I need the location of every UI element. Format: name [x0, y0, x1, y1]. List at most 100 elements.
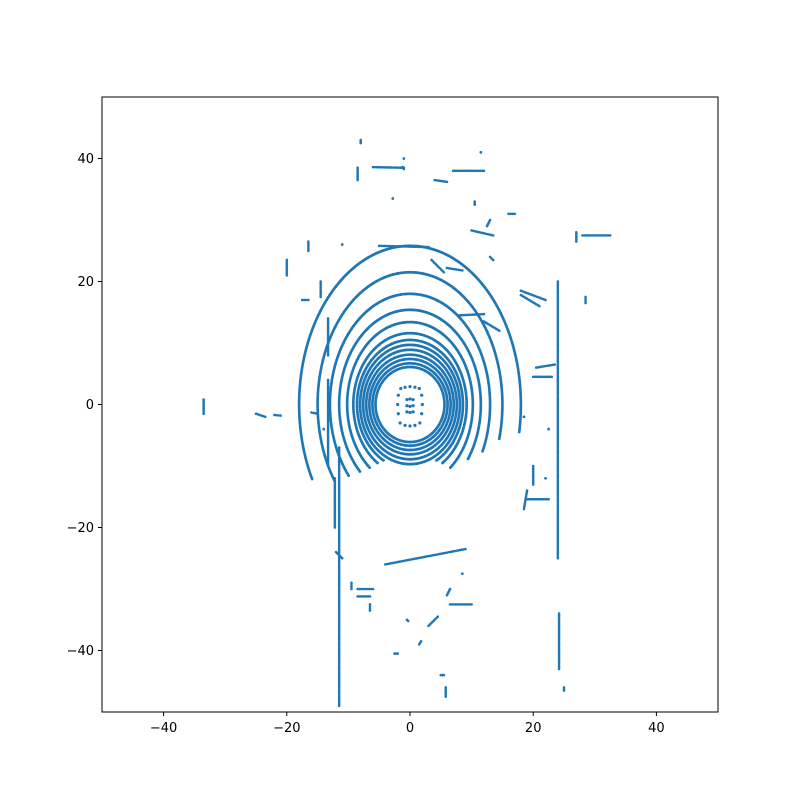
- scatter-point: [541, 497, 545, 501]
- scatter-point: [557, 614, 561, 617]
- scatter-point: [337, 451, 341, 455]
- scatter-point: [388, 244, 392, 248]
- scatter-point: [326, 422, 330, 426]
- scatter-point: [396, 412, 400, 416]
- scatter-point: [337, 684, 341, 687]
- scatter-point: [326, 420, 330, 424]
- scatter-point: [445, 266, 449, 270]
- scatter-point: [326, 328, 330, 331]
- scatter-point: [384, 166, 388, 169]
- scatter-point: [337, 675, 341, 678]
- scatter-point: [326, 335, 330, 339]
- scatter-point: [608, 234, 612, 237]
- scatter-point: [531, 483, 535, 486]
- scatter-point: [326, 354, 330, 357]
- scatter-point: [337, 693, 341, 697]
- scatter-point: [544, 298, 547, 302]
- scatter-point: [556, 405, 560, 409]
- scatter-point: [337, 544, 341, 547]
- scatter-point: [556, 313, 560, 317]
- scatter-point: [333, 522, 337, 526]
- scatter-point: [557, 662, 561, 665]
- scatter-point: [548, 375, 552, 379]
- scatter-point: [333, 498, 337, 502]
- scatter-point: [457, 169, 460, 173]
- scatter-point: [337, 462, 341, 466]
- scatter-point: [337, 627, 341, 630]
- scatter-point: [511, 212, 514, 216]
- scatter-point: [326, 428, 330, 431]
- scatter-point: [491, 258, 495, 262]
- scatter-point: [557, 649, 561, 652]
- scatter-point: [556, 444, 560, 448]
- scatter-point: [387, 244, 390, 248]
- scatter-point: [556, 381, 560, 385]
- scatter-point: [402, 167, 406, 171]
- scatter-point: [337, 457, 341, 460]
- scatter-point: [365, 587, 369, 591]
- scatter-point: [448, 603, 452, 606]
- scatter-point: [337, 649, 341, 652]
- scatter-point: [333, 504, 337, 507]
- scatter-point: [337, 689, 341, 693]
- scatter-point: [326, 461, 330, 464]
- scatter-point: [453, 169, 457, 173]
- scatter-point: [337, 641, 341, 645]
- scatter-point: [413, 385, 417, 389]
- scatter-point: [557, 645, 561, 649]
- scatter-point: [326, 431, 330, 435]
- scatter-point: [556, 304, 560, 307]
- scatter-point: [403, 423, 407, 428]
- scatter-point: [557, 623, 561, 626]
- scatter-point: [377, 165, 380, 169]
- scatter-point: [531, 477, 535, 481]
- scatter-point: [556, 370, 560, 374]
- scatter-point: [337, 531, 341, 534]
- scatter-point: [584, 301, 587, 305]
- scatter-point: [459, 268, 462, 272]
- scatter-point: [337, 525, 341, 529]
- scatter-point: [337, 540, 341, 543]
- scatter-point: [406, 619, 410, 623]
- scatter-point: [337, 632, 341, 636]
- scatter-point: [556, 341, 560, 344]
- scatter-point: [556, 352, 560, 355]
- scatter-point: [326, 396, 330, 400]
- scatter-point: [531, 468, 535, 471]
- scatter-point: [556, 508, 560, 512]
- scatter-point: [442, 270, 446, 274]
- scatter-point: [556, 324, 560, 328]
- scatter-point: [597, 234, 601, 237]
- scatter-point: [468, 603, 472, 606]
- scatter-point: [556, 459, 560, 462]
- scatter-point: [557, 654, 561, 658]
- scatter-point: [333, 526, 337, 529]
- scatter-point: [435, 459, 438, 462]
- scatter-point: [556, 315, 560, 318]
- scatter-point: [326, 429, 330, 433]
- scatter-point: [536, 497, 540, 501]
- scatter-point: [326, 384, 330, 387]
- scatter-point: [337, 545, 341, 549]
- scatter-point: [307, 247, 310, 251]
- scatter-point: [337, 630, 341, 634]
- scatter-point: [454, 603, 457, 606]
- scatter-point: [394, 244, 397, 248]
- scatter-point: [467, 313, 471, 317]
- scatter-point: [556, 285, 560, 289]
- scatter-point: [403, 245, 407, 248]
- y-axis: −40 −20 0 20 40: [67, 152, 102, 659]
- scatter-points: [202, 138, 612, 708]
- scatter-point: [202, 412, 205, 416]
- scatter-point: [477, 169, 480, 173]
- scatter-point: [556, 473, 560, 477]
- scatter-point: [584, 299, 587, 303]
- scatter-point: [556, 457, 560, 460]
- scatter-point: [337, 682, 341, 686]
- scatter-point: [337, 615, 341, 619]
- scatter-point: [337, 634, 341, 638]
- scatter-point: [453, 267, 456, 271]
- scatter-point: [556, 331, 560, 335]
- scatter-point: [319, 287, 322, 291]
- scatter-point: [337, 639, 341, 643]
